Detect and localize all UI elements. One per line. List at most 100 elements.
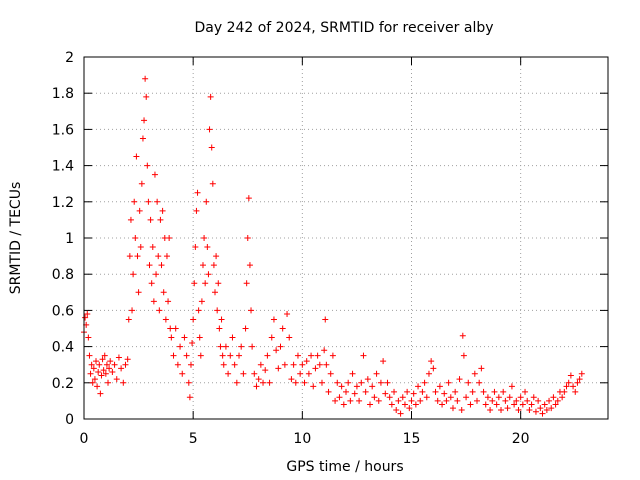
data-point: [325, 388, 332, 395]
data-point: [242, 325, 249, 332]
data-point: [217, 343, 224, 350]
data-point: [85, 334, 92, 341]
data-point: [391, 388, 398, 395]
data-point: [417, 397, 424, 404]
data-point: [425, 370, 432, 377]
data-point: [199, 262, 206, 269]
data-point: [187, 361, 194, 368]
data-point: [340, 401, 347, 408]
data-point: [216, 325, 223, 332]
data-point: [476, 379, 483, 386]
data-point: [203, 198, 210, 205]
data-point: [170, 352, 177, 359]
data-point: [480, 388, 487, 395]
data-point: [130, 271, 137, 278]
data-point: [548, 405, 555, 412]
data-point: [513, 397, 520, 404]
data-point: [138, 180, 145, 187]
data-point: [532, 408, 539, 415]
data-point: [312, 365, 319, 372]
data-point: [86, 352, 93, 359]
data-point: [578, 370, 585, 377]
data-point: [301, 379, 308, 386]
y-tick-label: 1.8: [52, 86, 74, 102]
data-point: [213, 253, 220, 260]
data-point: [106, 365, 113, 372]
data-point: [231, 361, 238, 368]
data-point: [150, 298, 157, 305]
data-point: [246, 262, 253, 269]
data-point: [404, 388, 411, 395]
data-point: [478, 365, 485, 372]
data-point: [463, 394, 470, 401]
data-point: [358, 379, 365, 386]
data-point: [546, 397, 553, 404]
data-point: [153, 271, 160, 278]
data-point: [253, 383, 260, 390]
data-point: [559, 394, 566, 401]
data-point: [142, 75, 149, 82]
data-point: [215, 280, 222, 287]
data-point: [257, 361, 264, 368]
data-point: [129, 307, 136, 314]
data-point: [240, 370, 247, 377]
data-point: [185, 379, 192, 386]
data-point: [270, 316, 277, 323]
data-point: [100, 367, 107, 374]
data-point: [388, 401, 395, 408]
data-point: [484, 394, 491, 401]
data-point: [132, 235, 139, 241]
data-point: [174, 361, 181, 368]
data-point: [220, 361, 227, 368]
data-point: [189, 339, 196, 346]
data-point: [294, 352, 301, 359]
data-point: [526, 406, 533, 413]
data-point: [367, 401, 374, 408]
data-point: [399, 394, 406, 401]
axis-ticks: 0 5 10 15 20 0 0.2 0.4 0.6 0.8 1 1.2 1.4 1.6 1.8 2: [52, 50, 608, 447]
data-point: [428, 358, 435, 365]
data-point: [255, 376, 262, 383]
y-tick-label: 0: [65, 412, 74, 428]
data-point: [449, 405, 456, 412]
data-point: [264, 352, 271, 359]
data-point: [504, 405, 511, 412]
data-point: [205, 271, 212, 278]
data-point: [334, 379, 341, 386]
y-tick-label: 0.8: [52, 267, 74, 283]
data-point: [94, 383, 101, 390]
data-point: [87, 370, 94, 377]
data-point: [245, 195, 252, 202]
data-point: [362, 388, 369, 395]
data-point: [323, 361, 330, 368]
data-point: [482, 401, 489, 408]
data-point: [419, 388, 426, 395]
data-point: [210, 262, 217, 269]
data-point: [351, 390, 358, 397]
data-point: [136, 207, 143, 214]
data-point: [384, 379, 391, 386]
data-point: [275, 365, 282, 372]
data-point: [99, 356, 106, 363]
data-point: [141, 117, 148, 124]
data-point: [166, 235, 173, 241]
data-point: [281, 361, 288, 368]
data-point: [552, 401, 559, 408]
data-point: [96, 361, 103, 368]
data-point: [225, 370, 232, 377]
data-point: [305, 370, 312, 377]
x-tick-label: 0: [80, 431, 89, 447]
data-point: [511, 401, 518, 408]
data-point: [471, 370, 478, 377]
data-point: [101, 352, 108, 359]
data-point: [456, 376, 463, 383]
data-point: [375, 397, 382, 404]
data-point: [314, 352, 321, 359]
data-point: [251, 370, 258, 377]
data-point: [148, 280, 155, 287]
chart-title: Day 242 of 2024, SRMTID for receiver alb…: [194, 20, 493, 36]
data-point: [137, 244, 144, 251]
data-point: [88, 361, 95, 368]
data-point: [206, 126, 213, 133]
data-point: [133, 153, 140, 160]
